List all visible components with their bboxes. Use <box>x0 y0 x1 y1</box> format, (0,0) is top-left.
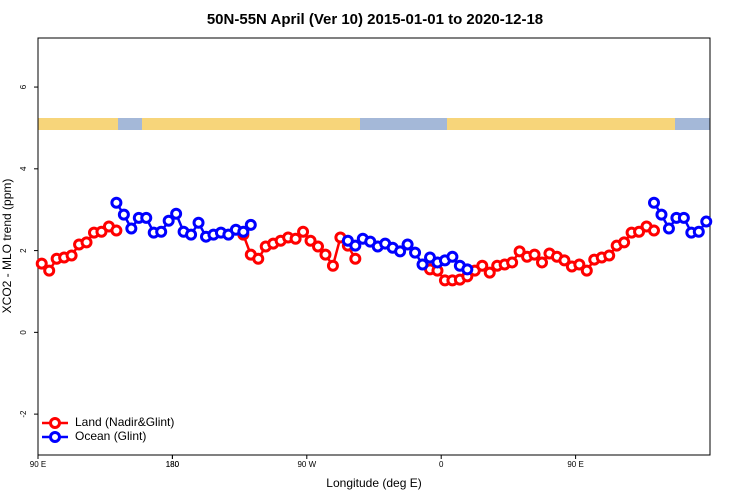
point <box>43 264 56 277</box>
x-tick-label: 180 <box>166 460 180 469</box>
point <box>700 215 713 228</box>
point <box>252 252 265 265</box>
point <box>319 248 332 261</box>
point <box>80 236 93 249</box>
point <box>558 254 571 267</box>
x-tick-label: 0 <box>439 460 444 469</box>
point <box>155 225 168 238</box>
point <box>117 208 130 221</box>
point <box>648 196 660 209</box>
point <box>140 211 153 224</box>
point <box>633 225 646 238</box>
point <box>110 224 123 237</box>
y-tick-label: 4 <box>19 166 28 171</box>
point <box>618 236 631 249</box>
plot-frame <box>37 37 711 456</box>
point <box>110 196 123 209</box>
point <box>692 225 705 238</box>
legend-label: Land (Nadir&Glint) <box>75 415 174 429</box>
point <box>95 225 108 238</box>
point <box>662 222 675 235</box>
point <box>289 232 302 245</box>
legend-marker <box>49 431 61 443</box>
point <box>304 234 317 247</box>
point <box>394 245 407 258</box>
point <box>401 238 414 251</box>
point <box>237 225 250 238</box>
point <box>349 239 362 252</box>
y-tick-label: 6 <box>19 84 28 89</box>
x-tick-label: 180 <box>166 460 180 469</box>
point <box>506 256 519 269</box>
point <box>162 214 175 227</box>
point <box>185 228 198 241</box>
point <box>312 240 324 253</box>
point <box>349 252 362 265</box>
point <box>573 258 586 271</box>
point <box>192 216 205 229</box>
point <box>446 250 459 263</box>
y-tick-label: 0 <box>19 330 28 335</box>
y-tick-label: -2 <box>19 410 28 418</box>
point <box>648 224 660 237</box>
legend-marker <box>49 417 61 429</box>
point <box>65 249 78 262</box>
point <box>528 248 541 261</box>
map-strip <box>38 118 710 130</box>
point <box>476 259 489 272</box>
x-tick-label: 90 E <box>567 460 583 469</box>
point <box>603 249 616 262</box>
x-tick-label: 90 W <box>297 460 316 469</box>
point <box>536 256 548 269</box>
point <box>409 246 422 259</box>
point <box>677 211 690 224</box>
point <box>461 263 474 276</box>
y-tick-label: 2 <box>19 248 28 253</box>
point <box>35 257 48 270</box>
point <box>483 266 496 279</box>
legend-label: Ocean (Glint) <box>75 429 146 443</box>
chart-title: 50N-55N April (Ver 10) 2015-01-01 to 202… <box>207 11 543 28</box>
y-axis-label: XCO2 - MLO trend (ppm) <box>0 179 14 314</box>
point <box>125 222 138 235</box>
point <box>655 208 668 221</box>
x-axis-label: Longitude (deg E) <box>326 476 421 490</box>
series-line <box>40 224 655 282</box>
point <box>416 258 429 271</box>
point <box>244 218 257 231</box>
point <box>513 245 526 258</box>
point <box>170 207 183 220</box>
point <box>297 225 310 238</box>
point <box>326 259 339 272</box>
point <box>580 264 593 277</box>
x-tick-label: 90 E <box>30 460 46 469</box>
